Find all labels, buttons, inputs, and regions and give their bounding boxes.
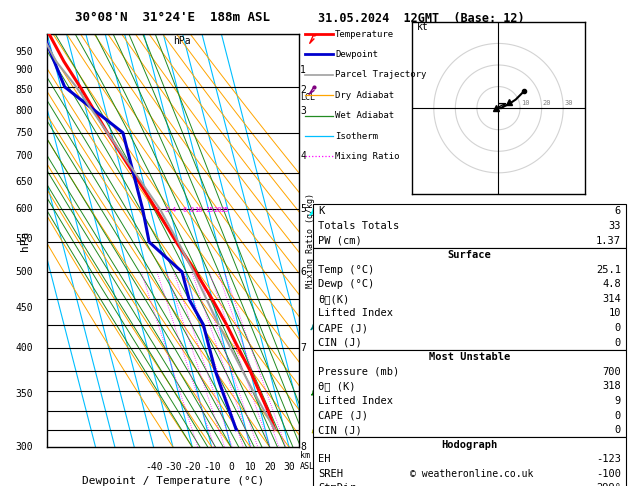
Text: 0: 0 [615, 411, 621, 420]
Text: 299°: 299° [596, 484, 621, 486]
Text: CAPE (J): CAPE (J) [318, 323, 368, 333]
Text: 20: 20 [543, 100, 551, 106]
Text: Parcel Trajectory: Parcel Trajectory [335, 70, 426, 79]
Text: 6: 6 [300, 267, 306, 277]
Text: LCL: LCL [300, 93, 315, 103]
Text: 1: 1 [139, 208, 143, 213]
Text: 3: 3 [165, 208, 169, 213]
Text: Temperature: Temperature [335, 30, 394, 38]
Text: 314: 314 [602, 294, 621, 304]
Text: Wet Adiabat: Wet Adiabat [335, 111, 394, 120]
Text: hPa: hPa [173, 36, 191, 46]
Text: -30: -30 [164, 462, 182, 471]
Text: 20: 20 [264, 462, 276, 471]
Text: 10: 10 [608, 309, 621, 318]
Text: 20: 20 [213, 208, 222, 213]
Text: 400: 400 [16, 344, 33, 353]
Text: CIN (J): CIN (J) [318, 338, 362, 347]
Text: -123: -123 [596, 454, 621, 464]
Text: K: K [318, 207, 325, 216]
Text: Hodograph: Hodograph [442, 440, 498, 450]
Text: 318: 318 [602, 382, 621, 391]
Text: 7: 7 [300, 344, 306, 353]
Text: CIN (J): CIN (J) [318, 425, 362, 435]
Text: 6: 6 [615, 207, 621, 216]
Text: 950: 950 [16, 47, 33, 57]
Text: 25.1: 25.1 [596, 265, 621, 275]
Text: 30: 30 [283, 462, 295, 471]
Text: θᴇ (K): θᴇ (K) [318, 382, 356, 391]
Text: 650: 650 [16, 177, 33, 187]
Text: 30: 30 [564, 100, 573, 106]
Text: 700: 700 [602, 367, 621, 377]
Text: 0: 0 [228, 462, 234, 471]
Text: 10: 10 [521, 100, 530, 106]
Text: -100: -100 [596, 469, 621, 479]
Text: 33: 33 [608, 221, 621, 231]
Text: 850: 850 [16, 85, 33, 95]
Text: 550: 550 [16, 234, 33, 244]
Text: 450: 450 [16, 303, 33, 313]
Text: Most Unstable: Most Unstable [429, 352, 510, 362]
Text: 31.05.2024  12GMT  (Base: 12): 31.05.2024 12GMT (Base: 12) [318, 12, 524, 25]
Text: Dry Adiabat: Dry Adiabat [335, 91, 394, 100]
Text: -20: -20 [184, 462, 201, 471]
Text: 900: 900 [16, 65, 33, 75]
Text: 10: 10 [194, 208, 202, 213]
Text: Lifted Index: Lifted Index [318, 309, 393, 318]
Text: Surface: Surface [448, 250, 491, 260]
Text: 8: 8 [190, 208, 194, 213]
Text: 30°08'N  31°24'E  188m ASL: 30°08'N 31°24'E 188m ASL [75, 11, 270, 24]
Text: Isotherm: Isotherm [335, 132, 378, 140]
Text: 700: 700 [16, 152, 33, 161]
Text: 600: 600 [16, 204, 33, 214]
Text: 5: 5 [300, 204, 306, 214]
Text: Lifted Index: Lifted Index [318, 396, 393, 406]
Text: 15: 15 [205, 208, 214, 213]
Text: © weatheronline.co.uk: © weatheronline.co.uk [410, 469, 533, 479]
Text: 25: 25 [220, 208, 228, 213]
Text: hPa: hPa [19, 230, 30, 251]
Text: 800: 800 [16, 105, 33, 116]
Text: 9: 9 [615, 396, 621, 406]
Text: CAPE (J): CAPE (J) [318, 411, 368, 420]
Text: EH: EH [318, 454, 331, 464]
Text: Pressure (mb): Pressure (mb) [318, 367, 399, 377]
Text: SREH: SREH [318, 469, 343, 479]
Text: kt: kt [416, 22, 428, 33]
Text: -40: -40 [145, 462, 162, 471]
Text: 3: 3 [300, 105, 306, 116]
Text: 10: 10 [245, 462, 256, 471]
Text: 0: 0 [615, 338, 621, 347]
Text: 4: 4 [172, 208, 176, 213]
Text: Temp (°C): Temp (°C) [318, 265, 374, 275]
Text: 1.37: 1.37 [596, 236, 621, 245]
Text: 8: 8 [300, 442, 306, 452]
Text: Dewp (°C): Dewp (°C) [318, 279, 374, 289]
Text: StmDir: StmDir [318, 484, 356, 486]
Text: 0: 0 [615, 425, 621, 435]
Text: -10: -10 [203, 462, 221, 471]
Text: 0: 0 [615, 323, 621, 333]
Text: 1: 1 [300, 65, 306, 75]
Text: Dewpoint: Dewpoint [335, 50, 378, 59]
Text: 300: 300 [16, 442, 33, 452]
Text: Totals Totals: Totals Totals [318, 221, 399, 231]
Text: 750: 750 [16, 128, 33, 138]
Text: 4: 4 [300, 152, 306, 161]
Text: km
ASL: km ASL [300, 451, 315, 470]
Text: 4.8: 4.8 [602, 279, 621, 289]
Text: Mixing Ratio: Mixing Ratio [335, 152, 400, 161]
Text: 2: 2 [155, 208, 159, 213]
Text: θᴇ(K): θᴇ(K) [318, 294, 350, 304]
Text: 6: 6 [182, 208, 186, 213]
Text: 500: 500 [16, 267, 33, 277]
Text: 350: 350 [16, 389, 33, 399]
Text: 2: 2 [300, 85, 306, 95]
Text: PW (cm): PW (cm) [318, 236, 362, 245]
Text: Dewpoint / Temperature (°C): Dewpoint / Temperature (°C) [82, 476, 264, 486]
Text: Mixing Ratio (g/kg): Mixing Ratio (g/kg) [306, 193, 314, 288]
